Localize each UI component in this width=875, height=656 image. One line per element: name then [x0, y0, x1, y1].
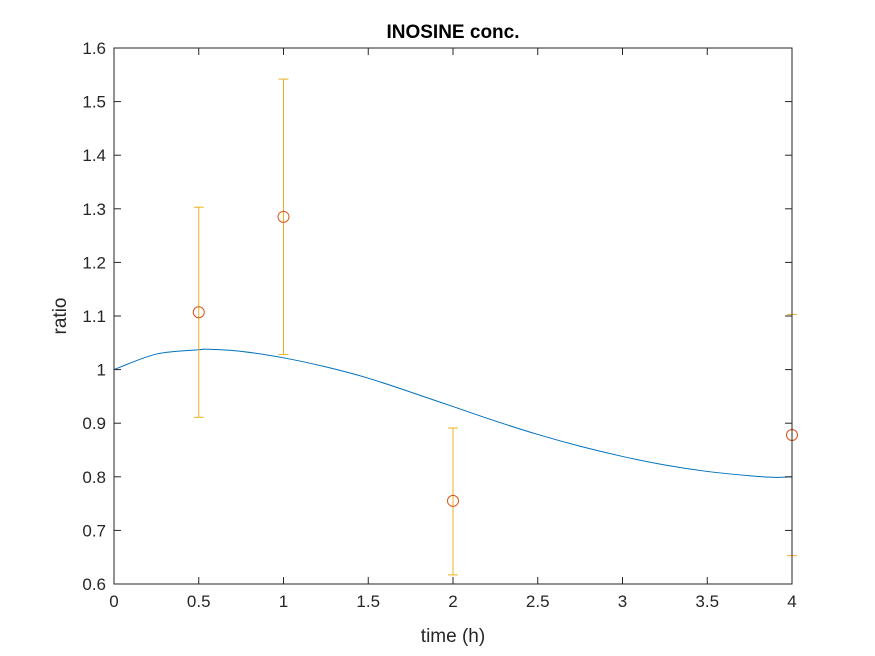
x-tick-label: 1.5 — [356, 592, 380, 611]
y-tick-label: 1.3 — [82, 200, 106, 219]
ticks-layer: 0 0.5 1 1.5 2 2.5 3 3.5 4 0.6 0.7 0.8 0.9 1 1.1 1.2 1.3 1… — [82, 39, 796, 611]
chart-title: INOSINE conc. — [386, 22, 519, 43]
x-axis-title: time (h) — [421, 626, 485, 647]
y-tick-label: 0.6 — [82, 575, 106, 594]
x-tick-label: 3 — [618, 592, 627, 611]
y-tick-label: 1.1 — [82, 307, 106, 326]
x-tick-label: 0 — [109, 592, 118, 611]
y-tick-label: 0.7 — [82, 521, 106, 540]
x-tick-label: 3.5 — [695, 592, 719, 611]
data-point-marker — [277, 210, 290, 223]
x-tick-label: 0.5 — [187, 592, 211, 611]
x-tick-label: 2 — [448, 592, 457, 611]
y-tick-label: 1.5 — [82, 93, 106, 112]
data-point-marker — [447, 494, 459, 507]
fit-curve-layer — [113, 348, 793, 478]
x-tick-label: 2.5 — [526, 592, 550, 611]
y-tick-label: 1.2 — [82, 253, 106, 272]
y-tick-label: 0.8 — [82, 468, 106, 487]
data-point-marker — [192, 306, 205, 319]
y-tick-label: 1.6 — [82, 39, 106, 58]
y-tick-label: 1 — [97, 361, 106, 380]
y-tick-label: 0.9 — [82, 414, 106, 433]
fit-curve-line — [113, 348, 793, 478]
x-tick-label: 1 — [279, 592, 288, 611]
x-tick-label: 4 — [787, 592, 796, 611]
y-tick-label: 1.4 — [82, 146, 106, 165]
y-axis-title: ratio — [50, 298, 71, 335]
